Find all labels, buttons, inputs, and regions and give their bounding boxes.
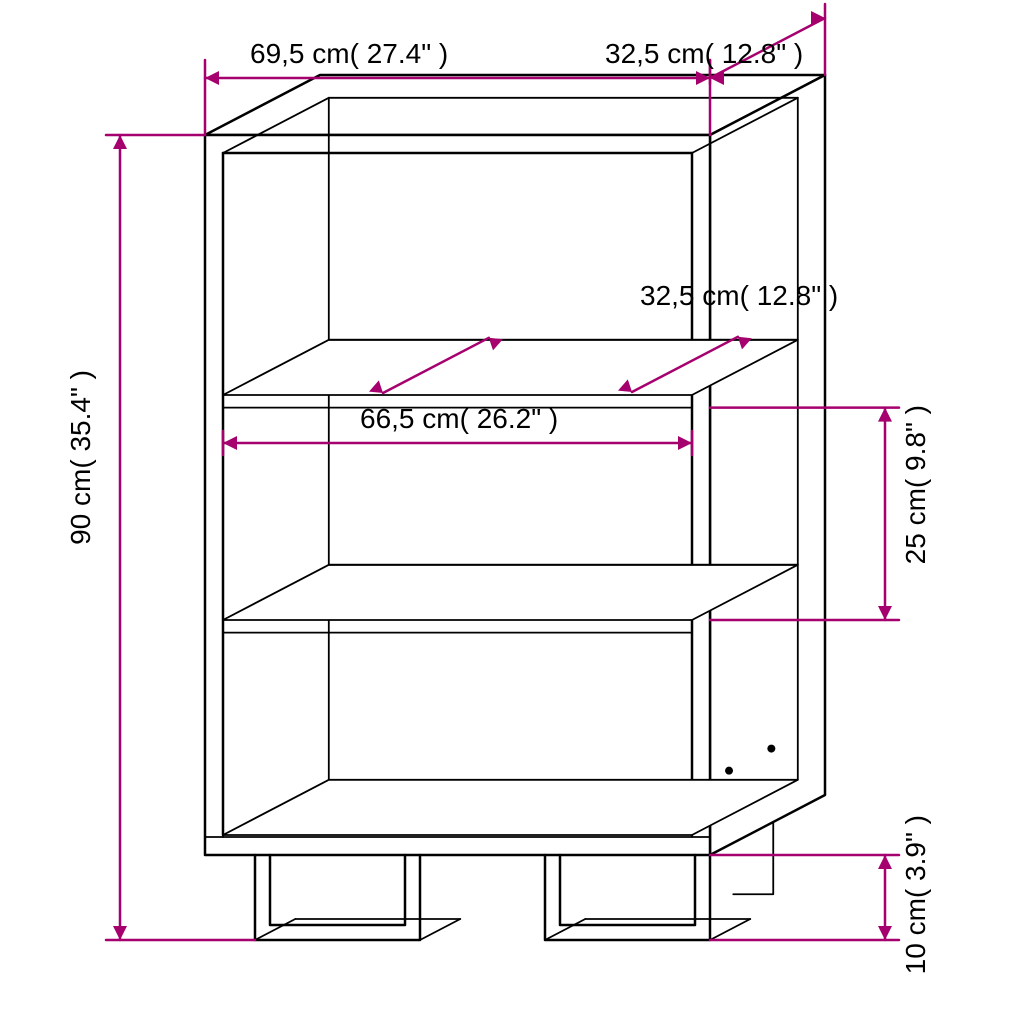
dim-width-label: 69,5 cm( 27.4" ) [250,38,448,70]
diagram-stage: 69,5 cm( 27.4" ) 32,5 cm( 12.8" ) 32,5 c… [0,0,1024,1024]
dim-leg-label: 10 cm( 3.9" ) [900,815,932,974]
diagram-svg [0,0,1024,1024]
dim-shelf-depth-label: 32,5 cm( 12.8" ) [640,280,838,312]
dim-shelf-width-label: 66,5 cm( 26.2" ) [360,403,558,435]
dim-height-label: 90 cm( 35.4" ) [65,370,97,545]
dim-compartment-label: 25 cm( 9.8" ) [900,405,932,564]
dim-depth-top-label: 32,5 cm( 12.8" ) [605,38,803,70]
